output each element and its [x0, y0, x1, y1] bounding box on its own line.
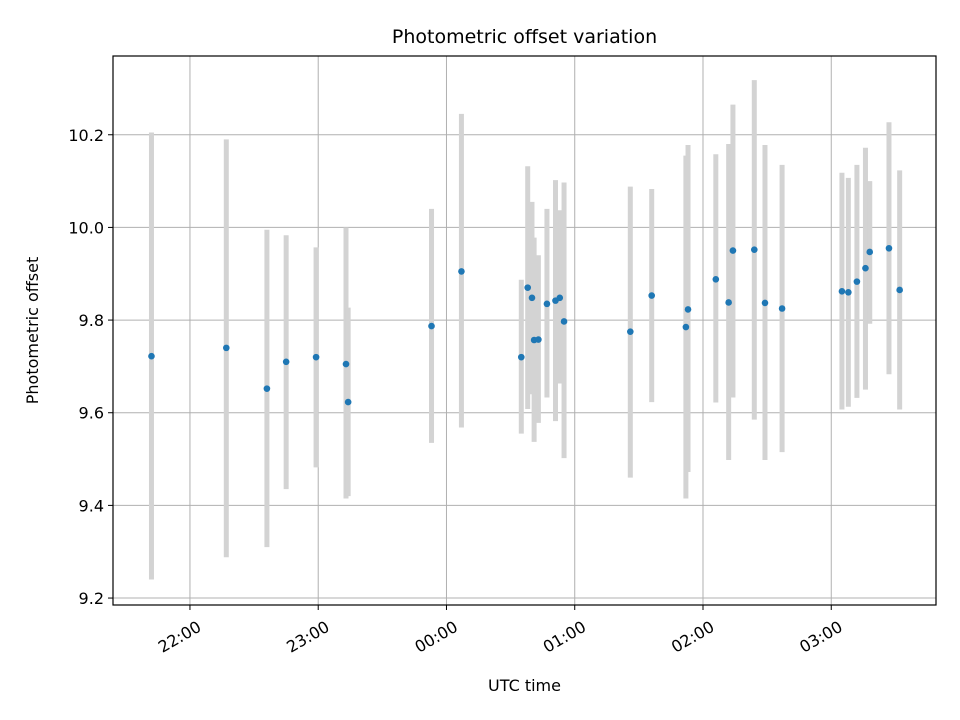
data-point	[282, 358, 290, 366]
data-point	[729, 247, 737, 254]
data-point	[556, 294, 564, 302]
data-point	[344, 398, 352, 406]
data-point	[885, 244, 893, 252]
data-point	[725, 299, 732, 306]
data-point	[866, 248, 874, 256]
grid	[113, 56, 936, 605]
x-axis-label: UTC time	[488, 676, 561, 695]
data-point	[560, 318, 568, 325]
data-points	[148, 244, 903, 406]
data-point	[853, 278, 861, 285]
data-point	[312, 353, 320, 361]
y-tick-label: 9.6	[79, 404, 104, 423]
chart-title: Photometric offset variation	[392, 26, 657, 48]
y-axis-ticks: 9.2 9.4 9.6 9.8 10.0 10.2	[68, 126, 113, 608]
data-point	[896, 286, 903, 294]
data-point	[684, 306, 692, 313]
data-point	[778, 305, 786, 312]
data-point	[222, 344, 230, 352]
data-point	[263, 385, 271, 392]
data-point	[148, 352, 155, 360]
data-point	[342, 360, 350, 368]
y-tick-label: 9.8	[79, 311, 104, 330]
plot-frame	[112, 55, 937, 606]
data-point	[458, 268, 465, 275]
data-point	[712, 276, 720, 283]
y-tick-label: 10.2	[68, 126, 104, 145]
data-point	[862, 264, 869, 272]
data-point	[750, 246, 758, 253]
y-tick-label: 10.0	[68, 218, 104, 237]
data-point	[543, 300, 551, 308]
data-point	[682, 323, 690, 331]
data-point	[517, 353, 525, 361]
data-point	[428, 322, 435, 330]
data-point	[627, 328, 634, 335]
y-axis-label: Photometric offset	[23, 257, 42, 405]
data-point	[528, 294, 536, 302]
data-point	[535, 336, 542, 343]
data-point	[838, 288, 846, 295]
data-point	[761, 299, 769, 307]
y-tick-label: 9.4	[79, 496, 104, 515]
y-tick-label: 9.2	[79, 589, 104, 608]
data-point	[524, 284, 532, 291]
data-point	[648, 292, 655, 299]
data-point	[845, 288, 852, 296]
